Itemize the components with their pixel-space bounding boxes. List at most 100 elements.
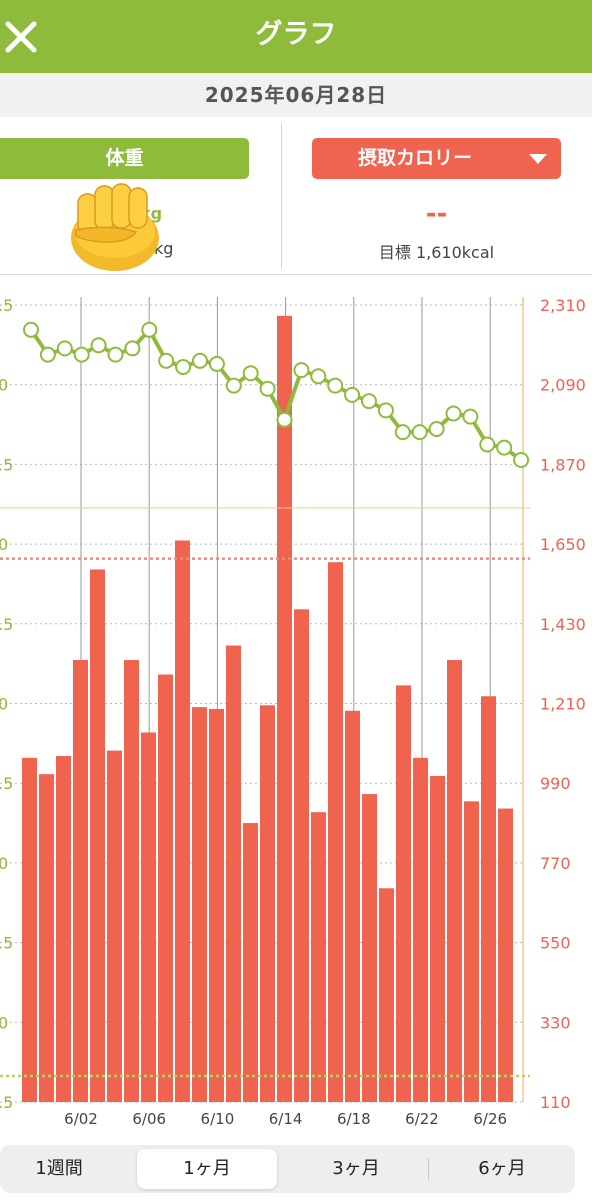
calorie-bar (192, 707, 207, 1102)
weight-point (327, 377, 344, 394)
weight-point (242, 365, 259, 382)
weight-point (141, 321, 158, 338)
calorie-bar (294, 609, 309, 1102)
header-bar: グラフ (0, 0, 592, 73)
left-axis-tick-label: 0 (0, 695, 8, 714)
left-axis-tick-label: 0 (0, 1013, 8, 1032)
left-axis-tick-label: 0 (0, 535, 8, 554)
right-axis-tick-label: 2,090 (540, 376, 586, 395)
period-tabs: 1週間 1ヶ月 3ヶ月 6ヶ月 (0, 1145, 575, 1193)
weight-point (462, 408, 479, 425)
weight-point (310, 368, 327, 385)
x-axis-tick-label: 6/18 (337, 1110, 371, 1128)
weight-point (428, 421, 445, 437)
calorie-dropdown-button[interactable]: 摂取カロリー (312, 138, 561, 179)
right-axis-tick-label: 770 (540, 854, 571, 873)
weight-point (377, 402, 394, 419)
tab-separator (428, 1158, 429, 1180)
summary-panel: 体重 摂取カロリー kg kg -- 目標 1,610kcal (0, 117, 592, 275)
divider (281, 123, 282, 269)
calorie-bar (413, 757, 428, 1102)
calorie-bar (464, 801, 479, 1102)
calorie-bar (226, 645, 241, 1102)
page-title: グラフ (255, 19, 337, 50)
weight-point (225, 377, 242, 394)
x-axis-tick-label: 6/22 (405, 1110, 439, 1128)
calorie-bar (498, 808, 513, 1102)
calorie-bar (396, 685, 411, 1102)
calorie-value: -- (425, 199, 448, 229)
calorie-bar (311, 812, 326, 1102)
calorie-target: 目標 1,610kcal (378, 243, 495, 262)
calorie-bar (107, 750, 122, 1102)
calorie-bar (90, 569, 105, 1102)
left-axis-tick-label: .5 (0, 934, 13, 953)
weight-button[interactable]: 体重 (0, 138, 249, 179)
weight-point (208, 355, 225, 372)
weight-point (23, 321, 39, 338)
weight-point (73, 346, 90, 363)
weight-point (259, 380, 276, 397)
calorie-bar (158, 674, 173, 1102)
left-axis-tick-label: 0 (0, 376, 8, 395)
right-axis-tick-label: 2,310 (540, 296, 586, 315)
x-axis-tick-label: 6/10 (201, 1110, 235, 1128)
weight-point (175, 359, 192, 375)
date-label: 2025年06月28日 (0, 73, 592, 117)
calorie-bar (481, 696, 496, 1102)
x-axis-tick-label: 6/06 (132, 1110, 166, 1128)
weight-point (192, 352, 208, 369)
weight-point (293, 362, 310, 379)
weight-point (479, 436, 496, 453)
fist-emoji-icon (71, 183, 159, 271)
calorie-bar (430, 775, 445, 1102)
calorie-bar (56, 756, 71, 1102)
weight-point (107, 346, 124, 363)
calorie-bar (73, 660, 88, 1102)
chart-area: 2,310 2,090 1,870 1,650 1,430 1,210 990 770 550 3… (0, 296, 586, 1128)
weight-point (496, 439, 513, 456)
weight-point (513, 452, 530, 468)
left-axis-tick-label: .5 (0, 296, 13, 315)
tab-1-month[interactable]: 1ヶ月 (137, 1149, 277, 1189)
calorie-bar (447, 660, 462, 1102)
calorie-bar (39, 774, 54, 1102)
right-axis-tick-label: 1,650 (540, 535, 586, 554)
right-axis-tick-label: 550 (540, 934, 571, 953)
tab-6-months[interactable]: 6ヶ月 (478, 1158, 526, 1179)
calorie-bar (345, 710, 360, 1102)
calorie-bar (362, 794, 377, 1102)
x-axis-tick-label: 6/14 (269, 1110, 303, 1128)
weight-point (361, 393, 377, 410)
weight-point (39, 346, 56, 363)
right-axis-tick-label: 330 (540, 1013, 571, 1032)
right-axis-tick-label: 990 (540, 774, 571, 793)
calorie-bar (124, 660, 139, 1102)
calorie-bar (22, 757, 37, 1102)
calorie-bar (379, 888, 394, 1102)
calorie-bar (209, 708, 224, 1102)
chevron-down-icon (529, 154, 547, 164)
left-axis-tick-label: .5 (0, 615, 13, 634)
weight-point (411, 424, 428, 441)
calorie-bar (141, 732, 156, 1102)
weight-point (276, 411, 293, 428)
close-icon[interactable] (4, 20, 38, 54)
calorie-bar (260, 705, 275, 1102)
calorie-bar (175, 540, 190, 1102)
x-axis-tick-label: 6/26 (473, 1110, 507, 1128)
weight-point (90, 337, 107, 354)
left-axis-tick-label: .5 (0, 455, 13, 474)
calorie-bar (328, 562, 343, 1102)
weight-point (124, 340, 141, 357)
x-axis-tick-label: 6/02 (64, 1110, 98, 1128)
right-axis-tick-label: 1,210 (540, 695, 586, 714)
tab-3-months[interactable]: 3ヶ月 (332, 1158, 380, 1179)
left-axis-tick-label: 0 (0, 854, 8, 873)
weight-point (445, 405, 462, 422)
weight-point (56, 340, 73, 357)
weight-sub-unit: kg (154, 239, 174, 258)
tab-1-week[interactable]: 1週間 (35, 1158, 83, 1179)
calorie-bar (243, 823, 258, 1102)
left-axis-tick-label: .5 (0, 1093, 13, 1112)
